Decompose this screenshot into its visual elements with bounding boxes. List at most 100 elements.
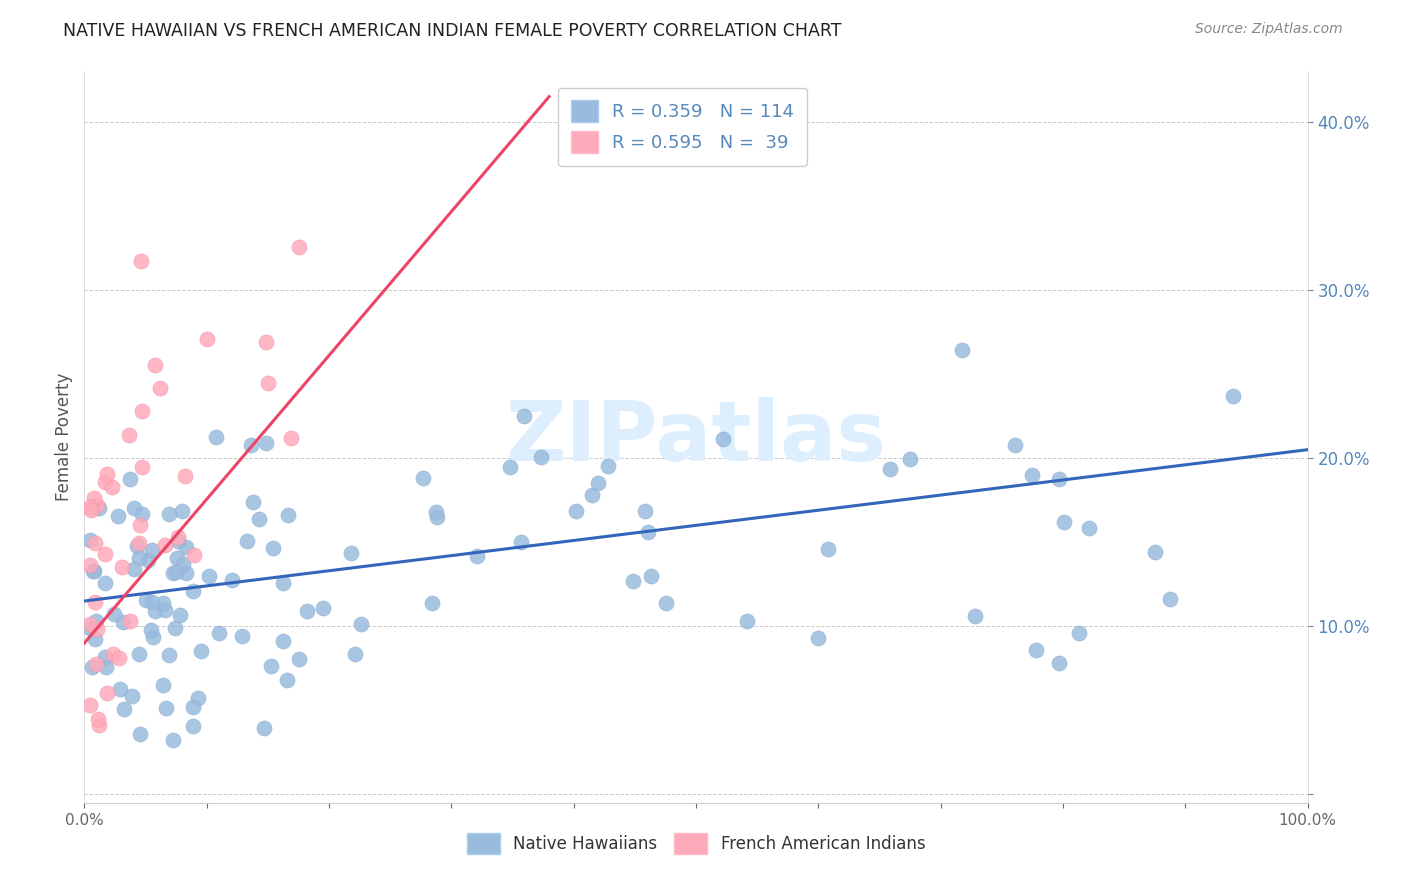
Point [257, 376, 280, 390]
Point [167, 533, 190, 548]
Point [181, 719, 204, 733]
Point [254, 436, 277, 450]
Point [565, 504, 588, 518]
Point [128, 535, 150, 549]
Point [128, 727, 150, 741]
Point [111, 615, 134, 630]
Point [253, 721, 276, 735]
Point [108, 681, 131, 696]
Point [94, 548, 117, 562]
Point [83, 491, 105, 505]
Point [166, 551, 188, 566]
Point [183, 548, 205, 562]
Point [181, 583, 204, 598]
Point [1047, 472, 1070, 486]
Point [87, 718, 110, 732]
Point [79, 617, 101, 632]
Point [131, 460, 153, 475]
Point [125, 539, 148, 553]
Point [1021, 467, 1043, 482]
Point [513, 409, 536, 424]
Legend: Native Hawaiians, French American Indians: Native Hawaiians, French American Indian… [460, 827, 932, 860]
Point [82, 660, 104, 674]
Point [120, 472, 142, 486]
Point [1144, 545, 1167, 559]
Point [195, 332, 218, 346]
Point [167, 530, 190, 544]
Point [122, 562, 145, 576]
Point [84, 657, 107, 671]
Point [83, 595, 105, 609]
Point [87, 712, 110, 726]
Point [141, 542, 163, 557]
Point [169, 607, 191, 622]
Point [142, 630, 165, 644]
Text: ZIPatlas: ZIPatlas [506, 397, 886, 477]
Point [621, 574, 644, 588]
Point [103, 607, 125, 621]
Point [174, 469, 197, 483]
Point [425, 505, 447, 519]
Point [162, 566, 184, 580]
Point [510, 535, 533, 549]
Point [163, 621, 186, 635]
Point [343, 647, 366, 661]
Point [174, 566, 197, 581]
Point [107, 509, 129, 524]
Point [588, 475, 610, 490]
Point [187, 690, 209, 705]
Point [112, 702, 135, 716]
Point [79, 558, 101, 572]
Point [183, 700, 205, 714]
Point [141, 623, 163, 637]
Point [129, 518, 152, 533]
Point [152, 678, 174, 692]
Point [96, 686, 118, 700]
Point [86, 622, 108, 636]
Point [131, 404, 153, 418]
Point [965, 608, 987, 623]
Point [221, 573, 243, 587]
Point [129, 254, 152, 268]
Point [262, 541, 284, 555]
Point [350, 616, 373, 631]
Point [87, 501, 110, 516]
Point [280, 432, 302, 446]
Point [1047, 657, 1070, 671]
Point [94, 475, 117, 490]
Point [412, 471, 434, 485]
Point [143, 604, 166, 618]
Point [84, 614, 107, 628]
Text: Source: ZipAtlas.com: Source: ZipAtlas.com [1195, 22, 1343, 37]
Point [79, 698, 101, 713]
Point [711, 432, 734, 446]
Point [205, 430, 228, 444]
Point [581, 488, 603, 502]
Point [79, 500, 101, 514]
Point [172, 557, 194, 571]
Point [122, 500, 145, 515]
Point [110, 560, 132, 574]
Point [149, 381, 172, 395]
Point [277, 508, 299, 522]
Point [79, 533, 101, 547]
Point [83, 536, 105, 550]
Point [94, 650, 117, 665]
Point [235, 534, 257, 549]
Point [96, 467, 118, 481]
Point [288, 652, 311, 666]
Point [426, 510, 449, 524]
Point [242, 495, 264, 509]
Point [136, 553, 159, 567]
Point [79, 621, 101, 635]
Point [1067, 625, 1090, 640]
Point [271, 576, 294, 591]
Point [131, 508, 153, 522]
Point [170, 504, 193, 518]
Point [898, 452, 921, 467]
Point [260, 658, 283, 673]
Point [1077, 521, 1099, 535]
Point [155, 701, 177, 715]
Y-axis label: Female Poverty: Female Poverty [55, 373, 73, 501]
Point [633, 504, 655, 518]
